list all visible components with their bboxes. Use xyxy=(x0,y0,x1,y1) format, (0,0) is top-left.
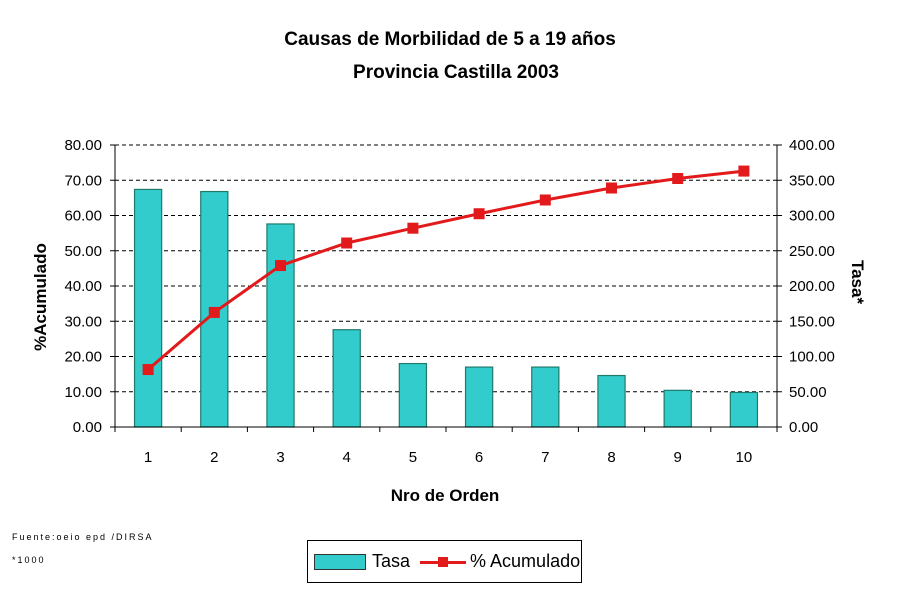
bar-tasa xyxy=(398,362,428,428)
bar-tasa xyxy=(597,374,626,428)
acumulado-point xyxy=(473,208,485,220)
acumulado-line xyxy=(147,169,745,371)
right-tick-label: 250.00 xyxy=(789,243,835,260)
x-tick-label: 4 xyxy=(343,449,351,466)
acumulado-point xyxy=(539,194,551,206)
left-tick-label: 30.00 xyxy=(64,313,102,330)
left-axis-title: %Acumulado xyxy=(31,243,50,351)
bar-tasa xyxy=(531,366,560,428)
bar-tasa xyxy=(464,366,494,428)
acumulado-point xyxy=(208,306,220,318)
acumulado-point xyxy=(407,222,419,234)
x-tick-label: 9 xyxy=(674,449,682,466)
chart-title: Causas de Morbilidad de 5 a 19 años xyxy=(284,29,616,50)
legend-label-acumulado: % Acumulado xyxy=(470,551,581,571)
chart-subtitle: Provincia Castilla 2003 xyxy=(353,62,559,83)
acumulado-point xyxy=(142,364,154,376)
x-tick-label: 3 xyxy=(276,449,284,466)
line-series-acumulado xyxy=(142,165,750,376)
acumulado-point xyxy=(738,165,750,177)
x-tick-label: 6 xyxy=(475,449,483,466)
legend-item-tasa: Tasa xyxy=(314,551,410,572)
acumulado-point xyxy=(275,260,286,272)
right-tick-label: 100.00 xyxy=(789,349,835,366)
right-tick-label: 0.00 xyxy=(789,419,818,436)
bar-tasa xyxy=(133,188,163,428)
legend-label-tasa: Tasa xyxy=(372,551,411,571)
x-tick-label: 2 xyxy=(210,449,218,466)
legend: Tasa % Acumulado xyxy=(307,540,582,583)
axes xyxy=(110,144,782,432)
bar-tasa xyxy=(729,391,759,428)
left-axis-ticks: 0.00 10.00 20.00 30.00 40.00 50.00 60.00 70.00 8… xyxy=(64,137,102,436)
right-tick-label: 350.00 xyxy=(789,172,835,189)
x-tick-label: 5 xyxy=(409,449,417,466)
x-axis-title: Nro de Orden xyxy=(391,486,500,505)
legend-item-acumulado: % Acumulado xyxy=(410,551,580,572)
left-tick-label: 20.00 xyxy=(64,349,102,366)
x-tick-label: 7 xyxy=(541,449,549,466)
source-footnote: Fuente:oeio epd /DIRSA xyxy=(12,532,154,542)
left-tick-label: 80.00 xyxy=(64,137,102,154)
right-tick-label: 150.00 xyxy=(789,313,835,330)
bar-tasa xyxy=(266,223,295,428)
bar-tasa xyxy=(332,329,361,428)
acumulado-point xyxy=(606,182,617,194)
right-tick-label: 400.00 xyxy=(789,137,835,154)
acumulado-point xyxy=(672,172,684,184)
right-tick-label: 200.00 xyxy=(789,278,835,295)
left-tick-label: 60.00 xyxy=(64,208,102,225)
left-tick-label: 40.00 xyxy=(64,278,102,295)
right-tick-label: 50.00 xyxy=(789,384,827,401)
x-tick-label: 1 xyxy=(144,449,152,466)
right-tick-label: 300.00 xyxy=(789,208,835,225)
legend-swatch-bar xyxy=(314,553,366,570)
right-axis-title: Tasa* xyxy=(848,260,867,304)
left-tick-label: 0.00 xyxy=(73,419,102,436)
left-tick-label: 10.00 xyxy=(64,384,102,401)
right-axis-ticks: 0.00 50.00 100.00 150.00 200.00 250.00 300.00 3… xyxy=(789,137,835,436)
x-tick-label: 8 xyxy=(607,449,615,466)
x-axis-ticks: 1 2 3 4 5 6 7 8 9 10 xyxy=(144,449,752,466)
scale-footnote: *1000 xyxy=(12,555,46,565)
gridlines xyxy=(115,144,777,393)
x-tick-label: 10 xyxy=(736,449,753,466)
acumulado-point xyxy=(341,237,353,249)
bar-tasa xyxy=(663,389,692,428)
bar-series-tasa xyxy=(133,188,759,428)
left-tick-label: 70.00 xyxy=(64,172,102,189)
left-tick-label: 50.00 xyxy=(64,243,102,260)
legend-swatch-line xyxy=(420,554,467,570)
